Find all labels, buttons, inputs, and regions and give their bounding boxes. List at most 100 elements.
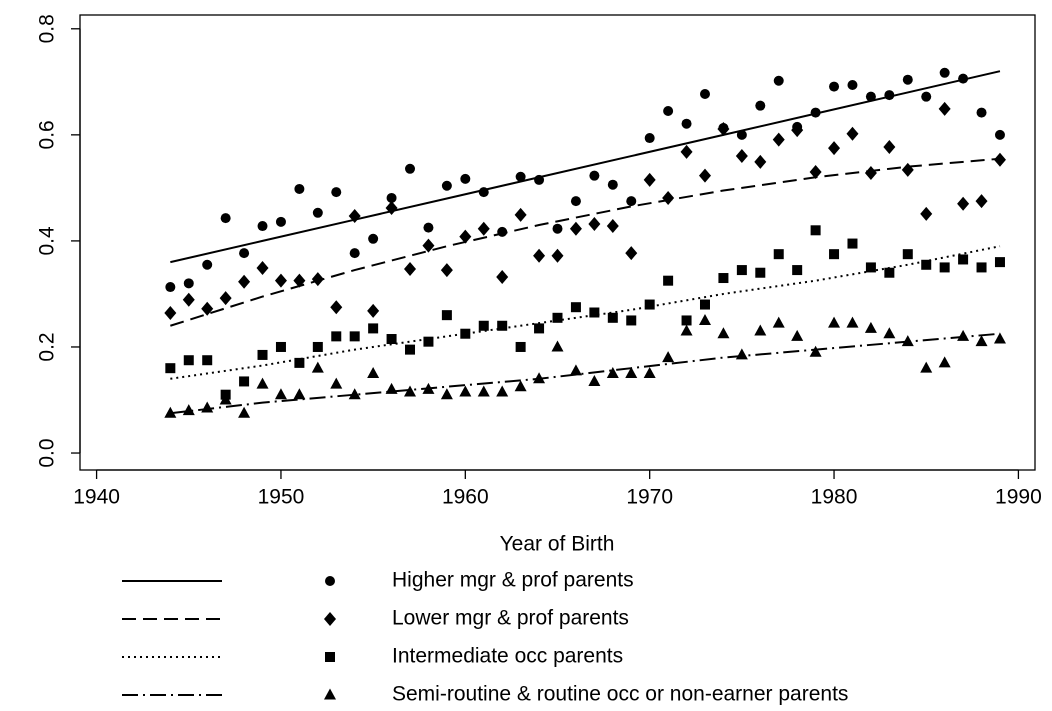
point — [312, 207, 323, 218]
point — [257, 221, 268, 232]
point — [274, 273, 287, 288]
point — [680, 144, 693, 159]
point — [699, 89, 710, 100]
x-tick-label: 1970 — [626, 486, 673, 509]
point — [975, 194, 988, 209]
point — [920, 361, 933, 373]
point — [957, 196, 970, 211]
point — [902, 249, 913, 260]
point — [440, 388, 453, 400]
point — [202, 259, 213, 270]
legend-label: Lower mgr & prof parents — [392, 607, 629, 630]
point — [772, 132, 785, 147]
point — [423, 222, 434, 233]
point — [754, 154, 767, 169]
point — [570, 196, 581, 207]
point — [570, 302, 581, 313]
y-tick-label: 0.8 — [36, 14, 59, 43]
y-tick-label: 0.6 — [36, 120, 59, 149]
point — [183, 278, 194, 289]
x-axis-label: Year of Birth — [500, 533, 615, 556]
point — [165, 282, 176, 293]
point — [644, 133, 655, 144]
x-tick-label: 1980 — [811, 486, 858, 509]
point — [477, 385, 490, 397]
point — [865, 91, 876, 102]
point — [644, 299, 655, 310]
point — [551, 340, 564, 352]
point — [681, 118, 692, 129]
point — [459, 385, 472, 397]
point — [864, 166, 877, 181]
point — [164, 306, 177, 321]
point — [533, 248, 546, 263]
point — [717, 327, 730, 339]
point — [865, 262, 876, 273]
point — [293, 388, 306, 400]
legend-label: Semi-routine & routine occ or non-earner… — [392, 683, 848, 706]
point — [367, 303, 380, 318]
point — [662, 351, 675, 363]
point — [405, 344, 416, 355]
y-tick-label: 0.0 — [36, 438, 59, 467]
y-tick-label: 0.4 — [36, 226, 59, 256]
point — [958, 73, 969, 84]
point — [589, 307, 600, 318]
point — [755, 267, 766, 278]
point — [735, 149, 748, 164]
point — [220, 213, 231, 224]
point — [810, 225, 821, 236]
point — [404, 385, 417, 397]
point — [921, 259, 932, 270]
point — [606, 219, 619, 234]
y-tick-label: 0.2 — [36, 332, 59, 361]
point — [552, 312, 563, 323]
point — [829, 81, 840, 92]
point — [552, 223, 563, 234]
point — [496, 385, 509, 397]
point — [497, 320, 508, 331]
x-tick-label: 1950 — [258, 486, 305, 509]
point — [164, 406, 177, 418]
point — [643, 366, 656, 378]
point — [422, 382, 435, 394]
fit-line — [170, 332, 1001, 415]
point — [534, 323, 545, 334]
point — [368, 323, 379, 334]
point — [884, 267, 895, 278]
point — [459, 229, 472, 244]
point — [847, 238, 858, 249]
fit-line — [170, 245, 1001, 380]
point — [201, 401, 214, 413]
point — [993, 152, 1006, 167]
point — [883, 327, 896, 339]
point — [663, 105, 674, 116]
point — [828, 316, 841, 328]
point — [386, 192, 397, 203]
point — [331, 187, 342, 198]
point — [422, 238, 435, 253]
point — [791, 329, 804, 341]
point — [385, 201, 398, 216]
point — [460, 173, 471, 184]
point — [257, 349, 268, 360]
x-tick-label: 1990 — [995, 486, 1042, 509]
point — [478, 320, 489, 331]
point — [385, 382, 398, 394]
point — [294, 357, 305, 368]
point — [275, 341, 286, 352]
point — [404, 262, 417, 277]
point — [717, 122, 730, 137]
point — [294, 183, 305, 194]
point — [884, 90, 895, 101]
point — [607, 179, 618, 190]
point — [569, 221, 582, 236]
point — [773, 249, 784, 260]
legend-marker — [325, 652, 335, 662]
point — [311, 272, 324, 287]
point — [348, 208, 361, 223]
point — [201, 301, 214, 316]
point — [829, 249, 840, 260]
point — [238, 274, 251, 289]
point — [993, 332, 1006, 344]
